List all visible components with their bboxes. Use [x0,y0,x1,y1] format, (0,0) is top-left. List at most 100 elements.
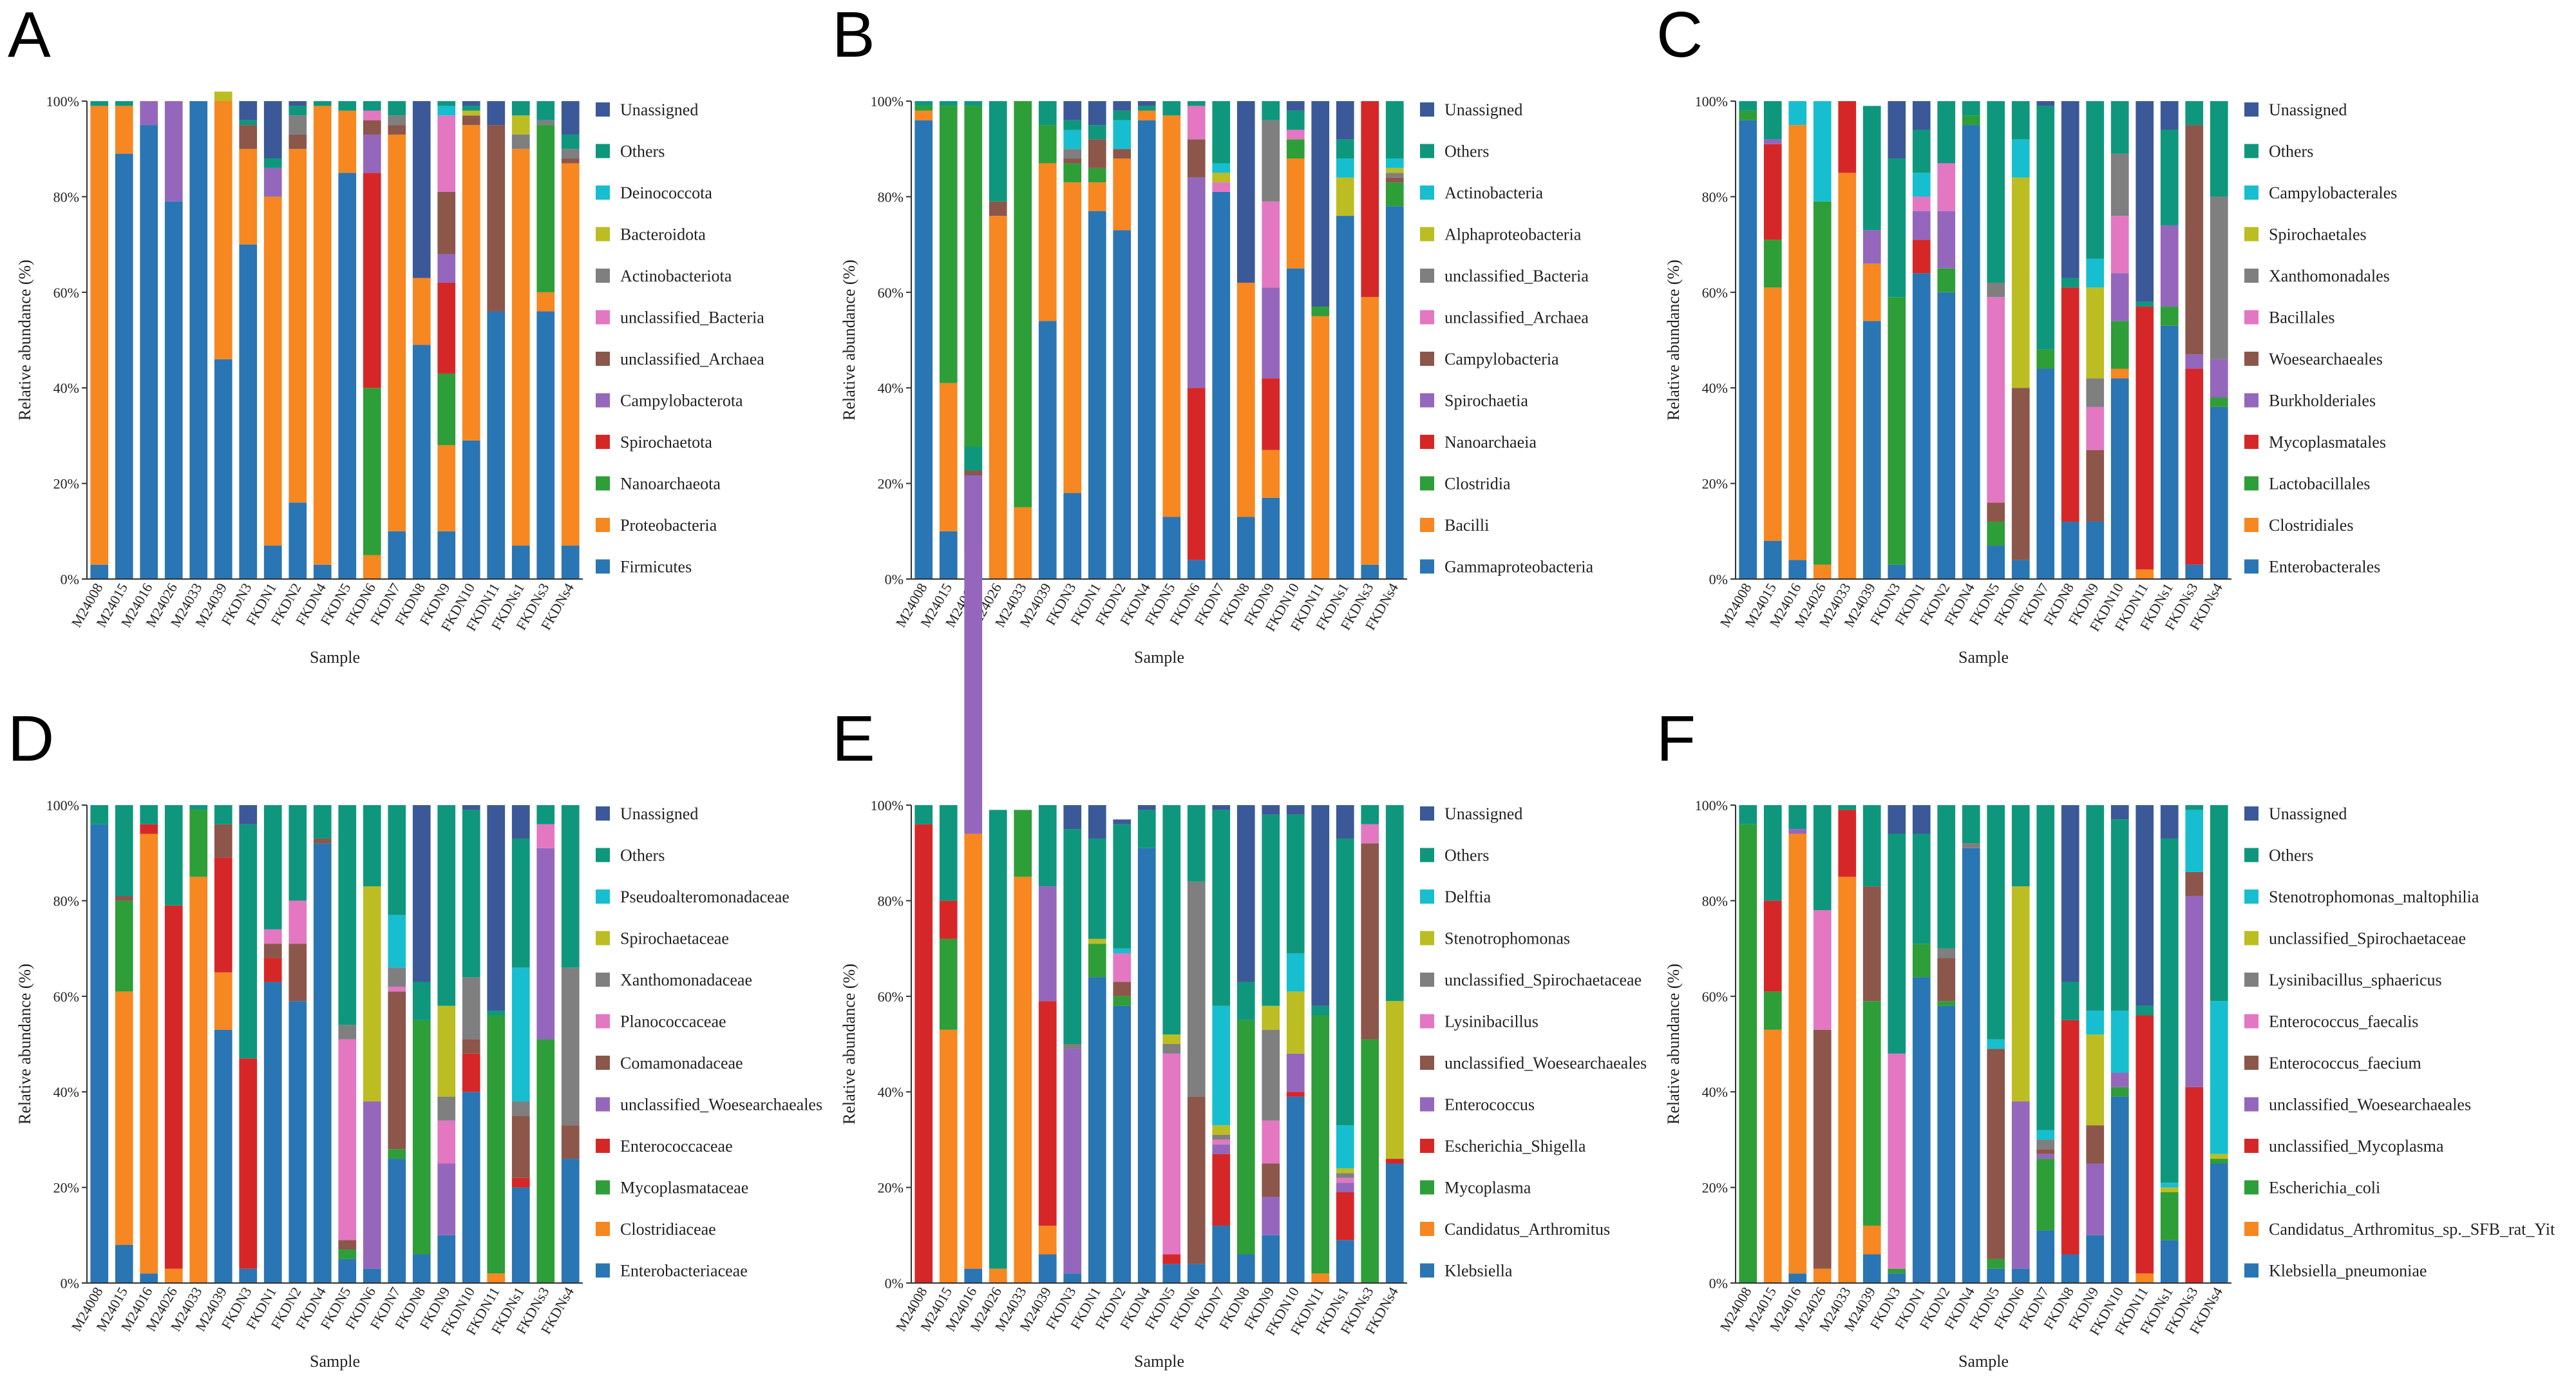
legend-label: Others [620,846,665,865]
bar-segment [1187,805,1206,882]
bar-segment [1088,211,1106,579]
legend-label: unclassified_Bacteria [620,309,764,327]
y-tick-label: 80% [1702,893,1728,909]
bar-segment [1162,1264,1181,1283]
bar-segment [1038,805,1057,887]
bar-segment [164,201,183,579]
legend-label: Enterobacterales [2269,558,2380,576]
legend-swatch [1420,1014,1434,1029]
y-axis-title: Relative abundance (%) [1664,260,1683,421]
bar-segment [140,833,158,1274]
bar-segment [1888,1273,1906,1283]
bar-segment [2036,1139,2055,1150]
legend-swatch [2244,889,2259,904]
legend-swatch [596,144,610,158]
bar-segment [2011,139,2030,178]
bar-segment [2061,982,2079,1020]
bar-segment [1385,182,1404,207]
bar-segment [2036,106,2055,350]
bar-segment [2011,886,2030,1102]
legend-swatch [596,185,610,200]
bar-segment [1385,1001,1404,1159]
bar-segment [412,982,431,1020]
legend-label: unclassified_Woesearchaeales [620,1096,822,1114]
bar-segment [1937,292,1956,579]
bar-segment [561,546,580,579]
panel-letter: A [8,0,51,71]
legend-label: Mycoplasma [1444,1179,1531,1197]
bar-segment [1739,101,1757,111]
legend-label: Others [1444,142,1489,161]
bar-segment [1286,1096,1305,1283]
bar-segment [1336,1168,1354,1174]
bar-segment [1162,115,1181,517]
legend-swatch [1420,1056,1434,1070]
legend-label: Bacillales [2269,309,2335,327]
bar-segment [1113,149,1132,159]
legend-swatch [596,931,610,946]
y-tick-label: 60% [53,989,79,1005]
bar-segment [1385,177,1404,183]
bar-segment [1962,125,1980,580]
bar-segment [536,292,555,312]
bar-segment [2110,153,2129,216]
legend-swatch [596,1263,610,1278]
bar-segment [939,805,958,901]
bar-segment [1113,819,1132,824]
bar-segment [189,805,208,810]
bar-segment [1063,805,1082,830]
bar-segment [363,1268,381,1283]
bar-segment [1212,163,1231,173]
bar-segment [1088,938,1106,944]
bar-segment [939,101,958,106]
bar-segment [1162,1254,1181,1264]
bars [914,101,1404,580]
bar-segment [939,106,958,383]
bar-segment [2185,871,2204,896]
legend-swatch [1420,1139,1434,1153]
bar-segment [2185,805,2204,810]
bar-segment [1286,805,1305,815]
bar-segment [338,173,357,579]
legend-label: Xanthomonadaceae [620,971,752,989]
bar-segment [1838,173,1857,579]
bar-segment [1862,1001,1881,1226]
legend-swatch [596,973,610,987]
bar-segment [2160,325,2179,579]
bar-segment [214,91,232,101]
bar-segment [1763,991,1782,1030]
bar-segment [2136,101,2154,302]
legend-swatch [596,227,610,242]
bar-segment [164,1268,183,1283]
bar-segment [1236,282,1255,517]
bar-segment [1286,139,1305,159]
bar-segment [437,106,456,116]
legend-label: unclassified_Archaea [1444,309,1589,327]
bar-segment [338,1039,357,1241]
bar-segment [1286,814,1305,954]
bar-segment [1212,1154,1231,1226]
bar-segment [239,149,258,245]
legend-label: Alphaproteobacteria [1444,225,1582,244]
bar-segment [1212,1134,1231,1140]
legend-label: Actinobacteria [1444,184,1543,202]
bar-segment [1063,149,1082,159]
legend-swatch [1420,1222,1434,1236]
bar-segment [511,149,530,546]
legend-swatch [2244,973,2259,987]
bar-segment [1987,282,2005,298]
legend-swatch [2244,393,2259,408]
legend-swatch [1420,559,1434,574]
bar-segment [437,115,456,192]
bar-segment [289,101,307,106]
legend-label: Klebsiella [1444,1262,1513,1280]
bar-segment [2160,805,2179,839]
bar-segment [1236,1254,1255,1283]
bar-segment [536,805,555,824]
legend-label: Lactobacillales [2269,475,2370,493]
bar-segment [388,125,406,135]
panel-letter: E [832,703,875,775]
bar-segment [1838,101,1857,173]
bar-segment [2136,301,2154,307]
legend-swatch [1420,806,1434,821]
